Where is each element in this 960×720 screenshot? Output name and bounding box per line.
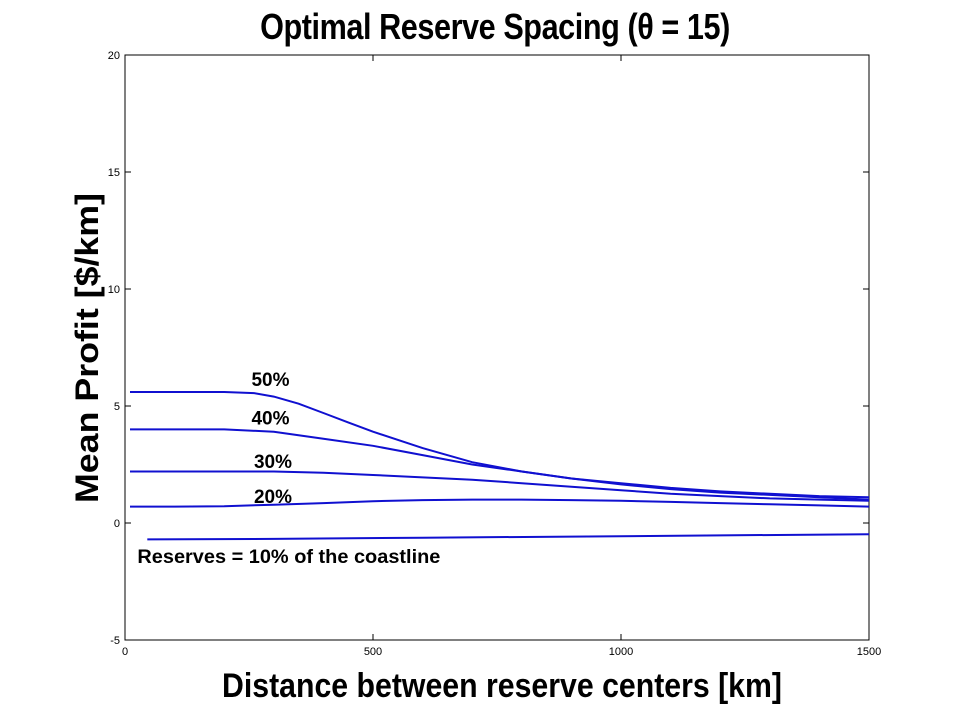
series-label-1: 50% <box>251 370 289 391</box>
y-tick-label: 15 <box>108 167 120 179</box>
series-label-2: 40% <box>251 409 289 430</box>
y-tick-label: 0 <box>114 518 120 530</box>
chart-title: Optimal Reserve Spacing (θ = 15) <box>260 6 730 47</box>
x-axis-label: Distance between reserve centers [km] <box>222 667 782 705</box>
x-tick-label: 0 <box>122 646 128 658</box>
y-tick-label: 20 <box>108 50 120 62</box>
plot-area <box>124 54 870 641</box>
y-tick-label: 5 <box>114 401 120 413</box>
series-line-3 <box>130 470 870 502</box>
x-tick-label: 500 <box>364 646 382 658</box>
series-group <box>130 391 870 541</box>
series-label-5: Reserves = 10% of the coastline <box>137 547 440 568</box>
series-labels: 50% 40% 30% 20% Reserves = 10% of the coastl… <box>137 370 440 568</box>
series-label-3: 30% <box>254 452 292 473</box>
series-line-1 <box>130 391 870 499</box>
y-tick-label: -5 <box>110 635 120 647</box>
series-line-5 <box>147 533 870 541</box>
series-label-4: 20% <box>254 487 292 508</box>
y-tick-label: 10 <box>108 284 120 296</box>
y-axis-label: Mean Profit [$/km] <box>69 193 105 503</box>
series-line-2 <box>130 428 870 501</box>
x-tick-label: 1000 <box>609 646 633 658</box>
x-tick-label: 1500 <box>857 646 881 658</box>
series-line-4 <box>130 498 870 508</box>
